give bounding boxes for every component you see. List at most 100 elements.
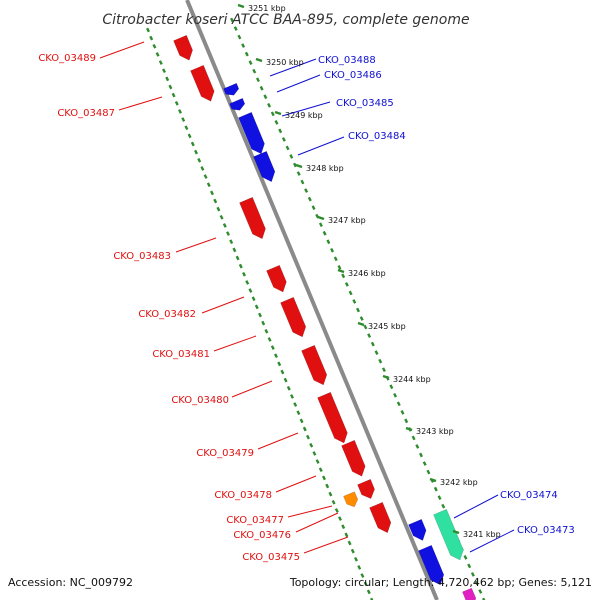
ruler-dots [241, 43, 246, 48]
ruler-dots [389, 384, 394, 390]
kbp-tick [317, 215, 325, 221]
teal-gene-arrow [433, 508, 464, 561]
ruler-dots [270, 111, 275, 117]
kbp-tick-label: 3249 kbp [285, 111, 323, 120]
gene-features [173, 34, 477, 600]
reverse-strand-dots [302, 426, 307, 432]
forward-gene-arrow [223, 82, 240, 96]
reverse-gene-arrow [317, 391, 348, 444]
reverse-strand-dots [216, 206, 221, 212]
ruler-dots [363, 324, 368, 330]
ruler-dots [344, 282, 349, 287]
ruler-dots [374, 350, 379, 355]
ruler-dots [318, 222, 323, 228]
reverse-strand-dots [286, 385, 291, 391]
ruler-dots [341, 273, 346, 279]
reverse-strand-dots [277, 361, 282, 367]
reverse-gene-label: CKO_03480 [171, 395, 229, 406]
reverse-strand-dots [219, 214, 224, 220]
reverse-leader-line [257, 432, 299, 450]
reverse-gene-arrow [239, 196, 266, 240]
reverse-strand-dots [325, 483, 330, 489]
reverse-strand-dots [197, 157, 202, 163]
accession-text: Accession: NC_009792 [8, 576, 133, 589]
forward-gene-arrow [253, 150, 276, 183]
ruler-dots [415, 444, 420, 449]
ruler-dots [400, 410, 405, 415]
ruler-dots [248, 60, 253, 65]
reverse-strand-dots [299, 418, 304, 424]
forward-gene-arrow [418, 544, 445, 586]
reverse-strand-dots [146, 27, 150, 33]
reverse-strand-dots [149, 35, 154, 41]
reverse-leader-line [303, 536, 349, 554]
reverse-strand-dots [242, 271, 246, 277]
kbp-tick-label: 3244 kbp [393, 375, 431, 384]
ruler-dots [419, 452, 423, 458]
reverse-leader-line [231, 380, 273, 398]
reverse-strand-dots [187, 133, 192, 139]
kbp-ruler: 3251 kbp 3250 kbp 3249 kbp 3248 kbp 3247 kbp… [237, 3, 501, 539]
ruler-dots [404, 418, 409, 424]
reverse-strand-dots [318, 467, 323, 473]
reverse-strand-dots [283, 377, 288, 383]
reverse-strand-dots [254, 304, 259, 310]
reverse-strand-dots [264, 328, 269, 334]
reverse-strand-dots [226, 231, 230, 236]
reverse-leader-line [295, 512, 339, 533]
kbp-tick [274, 110, 282, 116]
forward-leader-line [453, 494, 499, 519]
kbp-tick [357, 321, 365, 327]
forward-leader-line [276, 74, 321, 93]
reverse-leader-line [201, 296, 245, 314]
reverse-strand-dots [258, 312, 262, 318]
reverse-leader-line [175, 237, 217, 253]
ruler-dots [278, 128, 283, 134]
reverse-strand-dots [293, 402, 298, 407]
reverse-strand-dots [178, 109, 182, 114]
ruler-dots [296, 171, 301, 176]
reverse-leader-line [99, 41, 145, 59]
ruler-dots [237, 34, 242, 40]
reverse-strand-dots [347, 540, 352, 546]
ruler-dots [311, 205, 316, 210]
forward-gene-arrow [238, 111, 265, 155]
reverse-strand-dots [210, 190, 214, 196]
magenta-gene-arrow [462, 587, 477, 600]
reverse-strand-dots [232, 247, 237, 253]
orange-gene-arrow [343, 491, 359, 508]
ruler-dots [285, 145, 290, 151]
kbp-tick-label: 3250 kbp [266, 58, 304, 67]
genome-backbone [185, 0, 439, 600]
ruler-dots [359, 316, 364, 321]
label-leader-lines [99, 41, 515, 554]
reverse-strand-dots [248, 288, 253, 293]
reverse-strand-dots [331, 499, 336, 505]
forward-gene-label: CKO_03484 [348, 131, 406, 142]
map-title: Citrobacter koseri ATCC BAA-895, complet… [102, 12, 469, 28]
ruler-dots [263, 94, 268, 100]
ruler-dots [274, 120, 279, 125]
reverse-strand-dots [350, 548, 355, 554]
forward-leader-line [469, 529, 515, 553]
reverse-gene-label: CKO_03487 [57, 108, 115, 119]
ruler-dots [300, 179, 305, 185]
reverse-strand-dots [181, 117, 186, 122]
kbp-tick-label: 3248 kbp [306, 164, 344, 173]
ruler-dots [244, 51, 249, 57]
ruler-dots [307, 196, 312, 202]
reverse-strand-dots [354, 556, 358, 562]
kbp-tick [237, 3, 245, 9]
reverse-strand-dots [280, 369, 285, 375]
reverse-strand-dots [171, 92, 176, 98]
ruler-dots [396, 401, 401, 407]
ruler-dots [478, 589, 483, 594]
reverse-strand-dots [274, 353, 278, 359]
reverse-strand-dots [366, 589, 371, 595]
reverse-strand-dots [334, 508, 339, 513]
ruler-dots [348, 290, 353, 296]
reverse-strand-dots [158, 60, 163, 65]
reverse-strand-dots [312, 451, 317, 456]
reverse-leader-line [287, 505, 333, 518]
